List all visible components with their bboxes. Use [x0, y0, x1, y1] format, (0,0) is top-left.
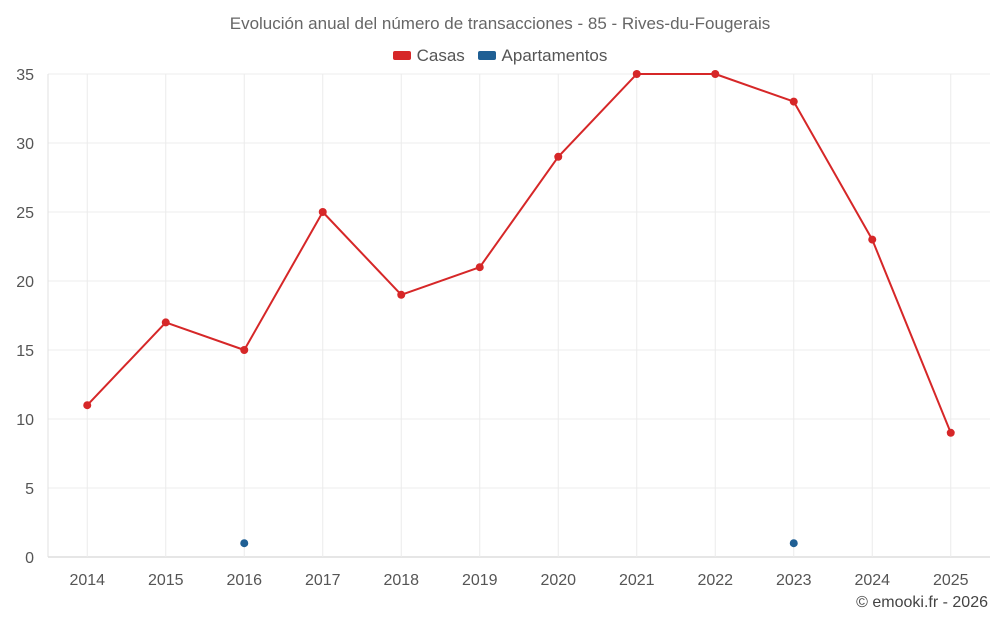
y-tick-label: 10 — [16, 412, 34, 429]
x-tick-label: 2017 — [305, 572, 341, 589]
y-tick-label: 5 — [25, 481, 34, 498]
data-point-casas — [318, 208, 327, 216]
data-point-casas — [554, 152, 563, 161]
series-line-casas — [86, 73, 952, 434]
x-tick-label: 2020 — [540, 572, 576, 589]
data-point-casas — [240, 346, 249, 354]
data-point-casas — [868, 235, 877, 244]
data-point-casas — [161, 318, 170, 327]
x-tick-label: 2025 — [933, 572, 969, 589]
x-tick-label: 2014 — [69, 572, 105, 589]
y-tick-label: 35 — [16, 67, 34, 84]
legend: Casas Apartamentos — [0, 45, 1000, 66]
data-point-casas — [83, 401, 92, 410]
x-tick-label: 2016 — [226, 572, 262, 589]
data-point-casas — [711, 70, 720, 78]
legend-label-apartamentos: Apartamentos — [501, 45, 608, 65]
data-point-casas — [632, 70, 641, 78]
x-tick-label: 2021 — [619, 572, 655, 589]
y-tick-label: 15 — [16, 343, 34, 360]
data-point-casas — [789, 97, 798, 106]
legend-item-apartamentos[interactable]: Apartamentos — [477, 45, 608, 66]
y-tick-label: 0 — [25, 550, 34, 567]
y-tick-label: 25 — [16, 205, 34, 222]
legend-swatch-casas — [392, 51, 411, 60]
y-tick-label: 30 — [16, 136, 34, 153]
chart-title: Evolución anual del número de transaccio… — [229, 14, 771, 33]
data-point-apartamentos — [240, 539, 249, 548]
x-tick-label: 2018 — [383, 572, 419, 589]
legend-swatch-apartamentos — [477, 51, 496, 60]
x-tick-label: 2022 — [697, 572, 733, 589]
x-tick-label: 2019 — [462, 572, 498, 589]
data-point-casas — [946, 428, 955, 437]
x-tick-label: 2015 — [148, 572, 184, 589]
credit-text: © emooki.fr - 2026 — [856, 594, 988, 611]
y-tick-label: 20 — [16, 274, 34, 291]
data-point-casas — [397, 290, 406, 299]
data-point-apartamentos — [789, 539, 798, 548]
x-tick-label: 2023 — [776, 572, 812, 589]
data-point-casas — [475, 263, 484, 272]
x-tick-label: 2024 — [854, 572, 890, 589]
legend-label-casas: Casas — [416, 45, 465, 65]
legend-item-casas[interactable]: Casas — [392, 45, 465, 66]
